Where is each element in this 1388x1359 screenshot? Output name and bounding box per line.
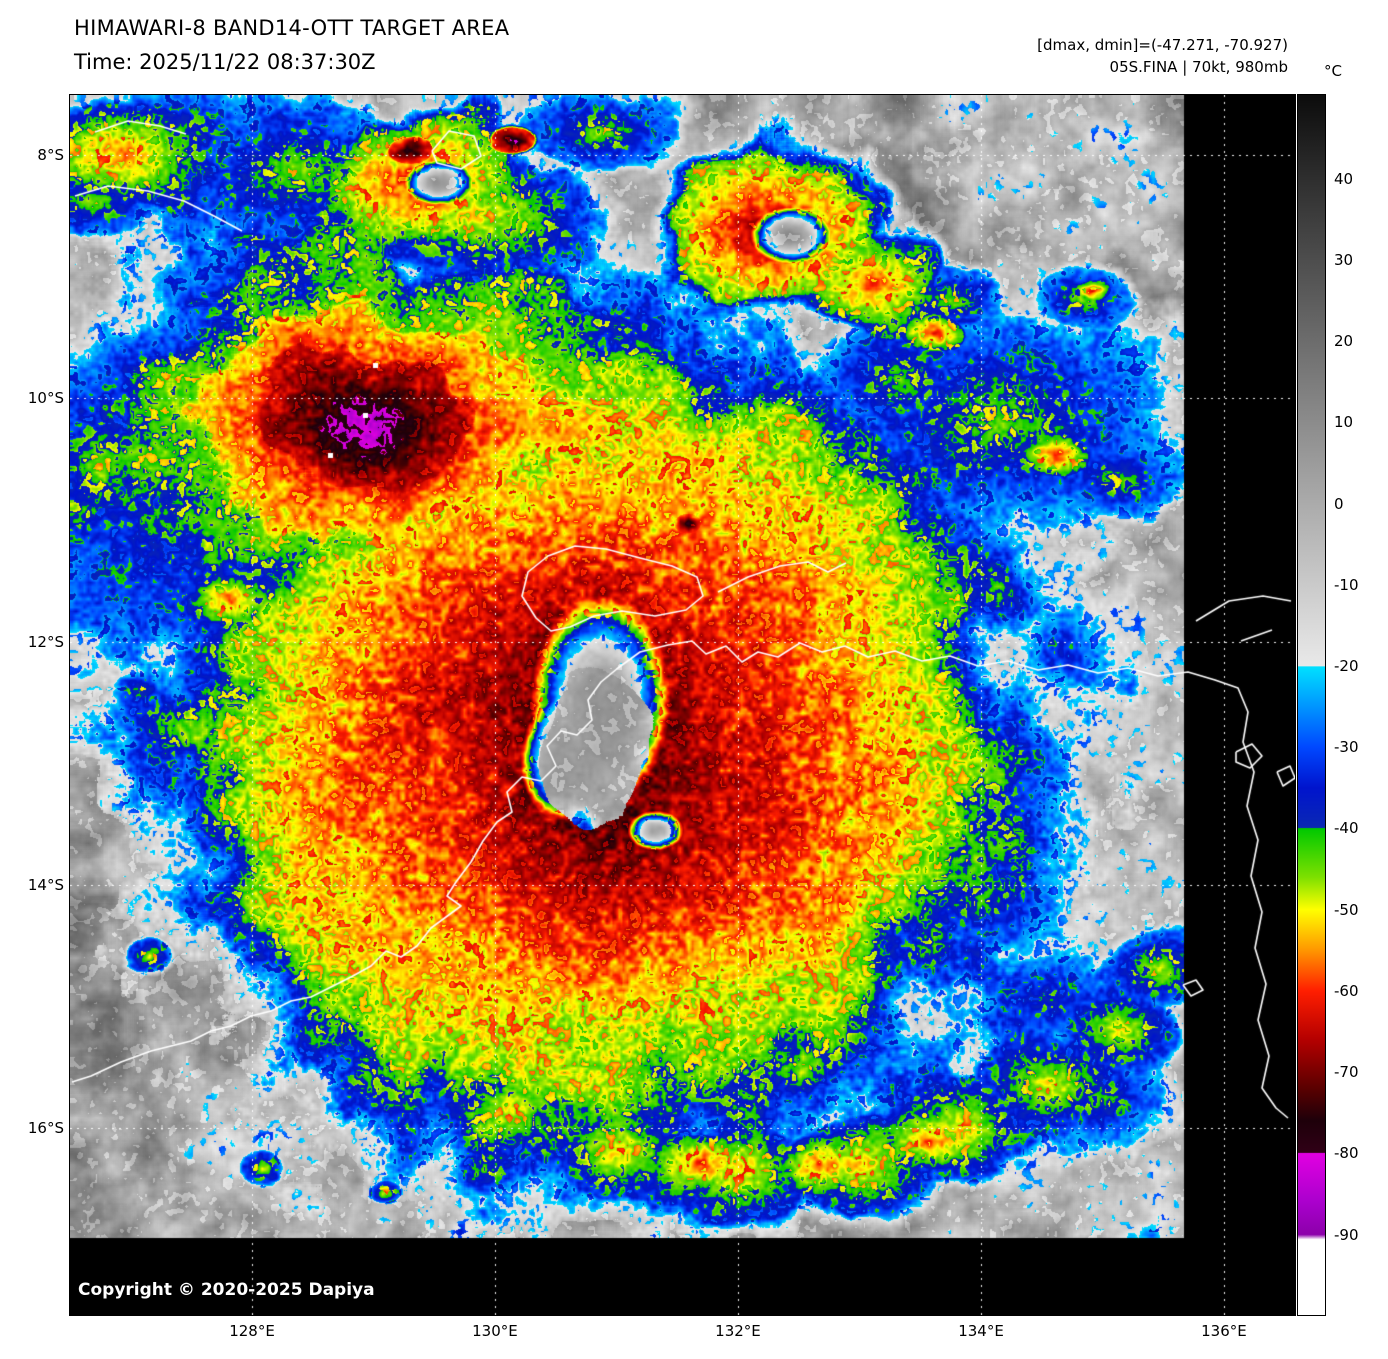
lat-tick-label: 10°S <box>27 389 64 408</box>
dmax-dmin-label: [dmax, dmin]=(-47.271, -70.927) <box>1037 36 1288 54</box>
lon-tick-label: 132°E <box>715 1322 761 1340</box>
lon-tick-label: 128°E <box>229 1322 275 1340</box>
colorbar-tick-label: -20 <box>1334 657 1359 675</box>
colorbar-tick-label: -30 <box>1334 738 1359 757</box>
satellite-map <box>69 94 1296 1316</box>
colorbar-tick-label: -90 <box>1334 1225 1359 1244</box>
lon-tick-label: 130°E <box>472 1322 518 1340</box>
satellite-image-canvas <box>70 95 1295 1315</box>
page-title: HIMAWARI-8 BAND14-OTT TARGET AREA <box>74 16 510 40</box>
lat-tick-label: 14°S <box>27 875 64 894</box>
colorbar-tick-label: 40 <box>1334 169 1354 188</box>
colorbar-tick-label: 10 <box>1334 413 1354 432</box>
colorbar-tick-label: 30 <box>1334 250 1354 269</box>
copyright-label: Copyright © 2020-2025 Dapiya <box>78 1280 375 1300</box>
colorbar-tick-label: -50 <box>1334 900 1359 919</box>
colorbar-tick-label: 0 <box>1334 494 1344 513</box>
lat-tick-label: 16°S <box>27 1118 64 1137</box>
colorbar-tick-label: 20 <box>1334 332 1354 351</box>
lon-tick-label: 134°E <box>958 1322 1004 1340</box>
colorbar-unit-label: °C <box>1324 62 1342 80</box>
temperature-colorbar <box>1297 94 1326 1316</box>
lat-tick-label: 12°S <box>27 633 64 652</box>
colorbar-tick-label: -40 <box>1334 819 1359 838</box>
timestamp-label: Time: 2025/11/22 08:37:30Z <box>74 50 376 74</box>
colorbar-tick-label: -60 <box>1334 981 1359 1000</box>
colorbar-tick-label: -10 <box>1334 575 1359 594</box>
colorbar-tick-label: -80 <box>1334 1144 1359 1163</box>
storm-info-label: 05S.FINA | 70kt, 980mb <box>1109 58 1288 76</box>
colorbar-tick-label: -70 <box>1334 1063 1359 1082</box>
lon-tick-label: 136°E <box>1201 1322 1247 1340</box>
lat-tick-label: 8°S <box>37 146 64 165</box>
